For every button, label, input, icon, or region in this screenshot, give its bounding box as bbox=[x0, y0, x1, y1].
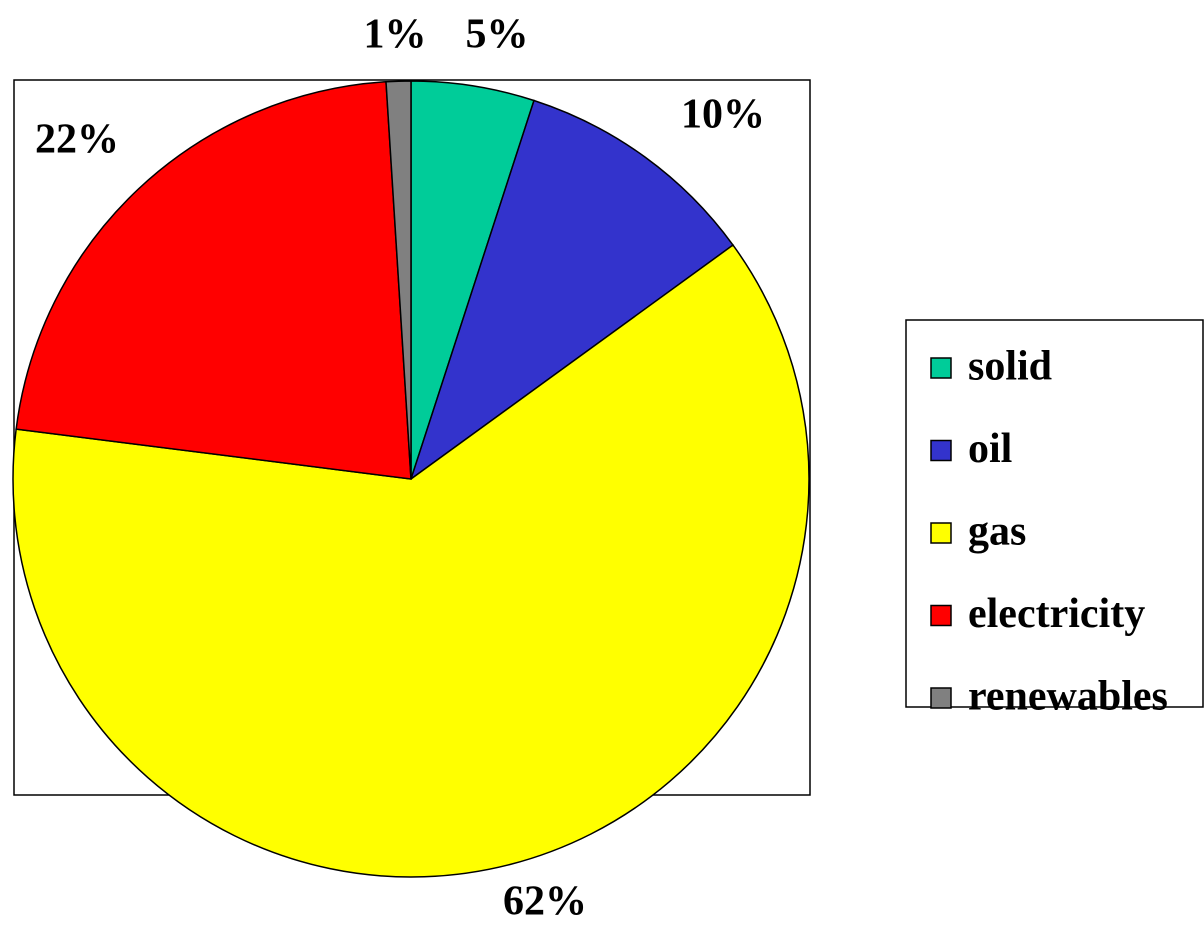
legend-swatch bbox=[930, 522, 952, 544]
data-label: 10% bbox=[681, 92, 765, 138]
pie-slice bbox=[385, 80, 412, 480]
legend-swatch bbox=[930, 604, 952, 627]
legend-swatch bbox=[930, 687, 952, 709]
legend-box bbox=[905, 319, 1204, 708]
pie-slice bbox=[409, 99, 735, 481]
data-label: 5% bbox=[466, 12, 529, 58]
legend-label: electricity bbox=[968, 591, 1145, 637]
data-label: 62% bbox=[503, 879, 587, 925]
legend-label: oil bbox=[968, 426, 1012, 472]
data-label: 1% bbox=[364, 12, 427, 58]
pie-slice bbox=[12, 244, 810, 878]
legend-label: solid bbox=[968, 344, 1052, 390]
data-label: 22% bbox=[35, 117, 119, 163]
legend-swatch bbox=[930, 357, 952, 379]
legend-swatch bbox=[930, 439, 952, 462]
legend-label: gas bbox=[968, 509, 1026, 555]
pie-slice bbox=[15, 80, 412, 480]
legend-label: renewables bbox=[968, 674, 1168, 720]
